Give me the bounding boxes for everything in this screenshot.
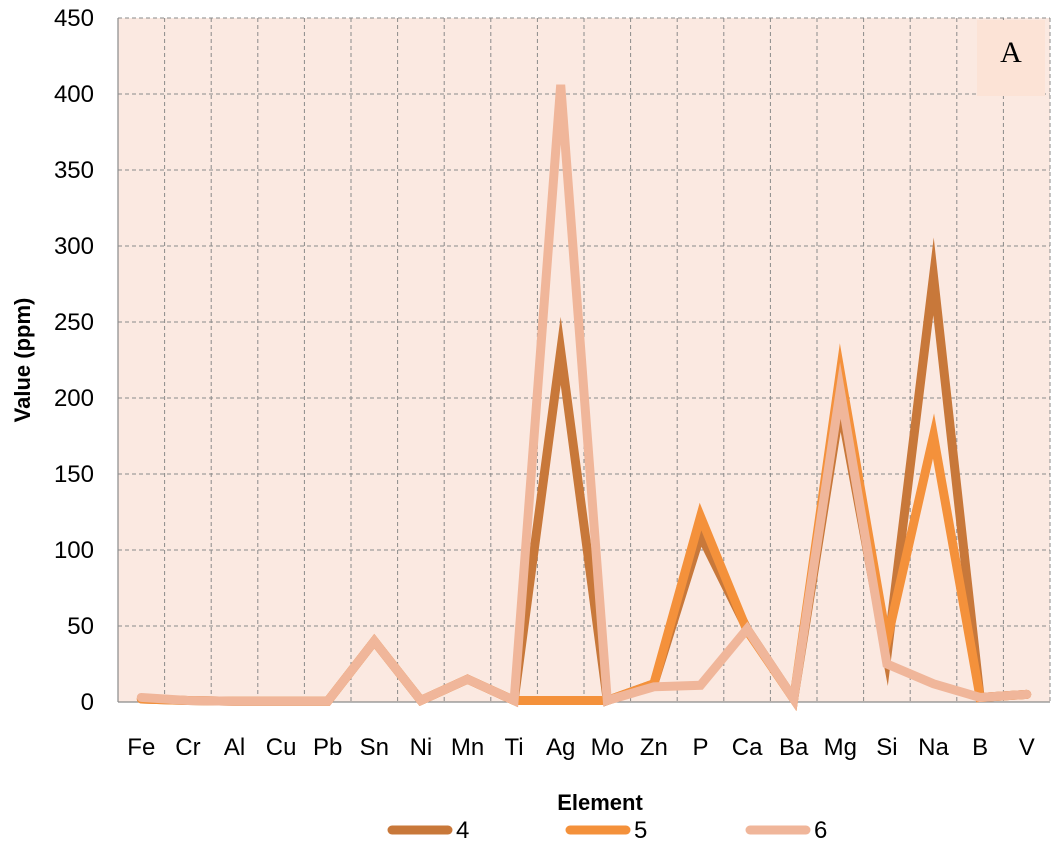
x-tick-label: Pb (313, 734, 342, 761)
x-tick-label: Ca (732, 734, 763, 761)
y-axis-title: Value (ppm) (10, 298, 35, 423)
x-tick-label: Cr (175, 734, 200, 761)
x-tick-label: Mn (451, 734, 484, 761)
x-tick-label: Cu (266, 734, 297, 761)
x-tick-label: Sn (360, 734, 389, 761)
panel-label-background (977, 20, 1045, 96)
y-tick-label: 50 (67, 613, 94, 640)
x-tick-label: V (1019, 734, 1035, 761)
x-tick-label: Fe (127, 734, 155, 761)
y-tick-label: 400 (54, 81, 94, 108)
y-tick-label: 350 (54, 157, 94, 184)
x-tick-label: Ni (410, 734, 433, 761)
x-axis-title: Element (557, 790, 643, 815)
x-tick-label: Al (224, 734, 245, 761)
x-axis-ticks: Fe Cr Al Cu Pb Sn Ni Mn Ti Ag Mo Zn P Ca Ba Mg Si Na B V (127, 734, 1034, 761)
legend-label-4: 4 (456, 817, 469, 844)
y-tick-label: 300 (54, 233, 94, 260)
x-tick-label: P (692, 734, 708, 761)
y-tick-label: 200 (54, 385, 94, 412)
x-tick-label: Ba (779, 734, 809, 761)
x-tick-label: Ti (505, 734, 524, 761)
x-tick-label: Mg (824, 734, 857, 761)
y-tick-label: 250 (54, 309, 94, 336)
y-tick-label: 150 (54, 461, 94, 488)
x-tick-label: Mo (591, 734, 624, 761)
x-tick-label: Zn (640, 734, 668, 761)
x-tick-label: Na (918, 734, 949, 761)
y-tick-label: 100 (54, 537, 94, 564)
series-lines (136, 84, 1032, 712)
y-tick-label: 450 (54, 5, 94, 32)
x-tick-label: B (972, 734, 988, 761)
legend-label-5: 5 (634, 817, 647, 844)
legend-label-6: 6 (814, 817, 827, 844)
y-tick-label: 0 (81, 689, 94, 716)
panel-label-box: A (977, 20, 1045, 96)
panel-label: A (1000, 36, 1022, 69)
legend: 4 5 6 (387, 817, 827, 844)
x-tick-label: Si (876, 734, 897, 761)
x-tick-label: Ag (546, 734, 575, 761)
y-axis-ticks: 0 50 100 150 200 250 300 350 400 450 (54, 5, 94, 716)
series-line-6 (136, 84, 1032, 712)
